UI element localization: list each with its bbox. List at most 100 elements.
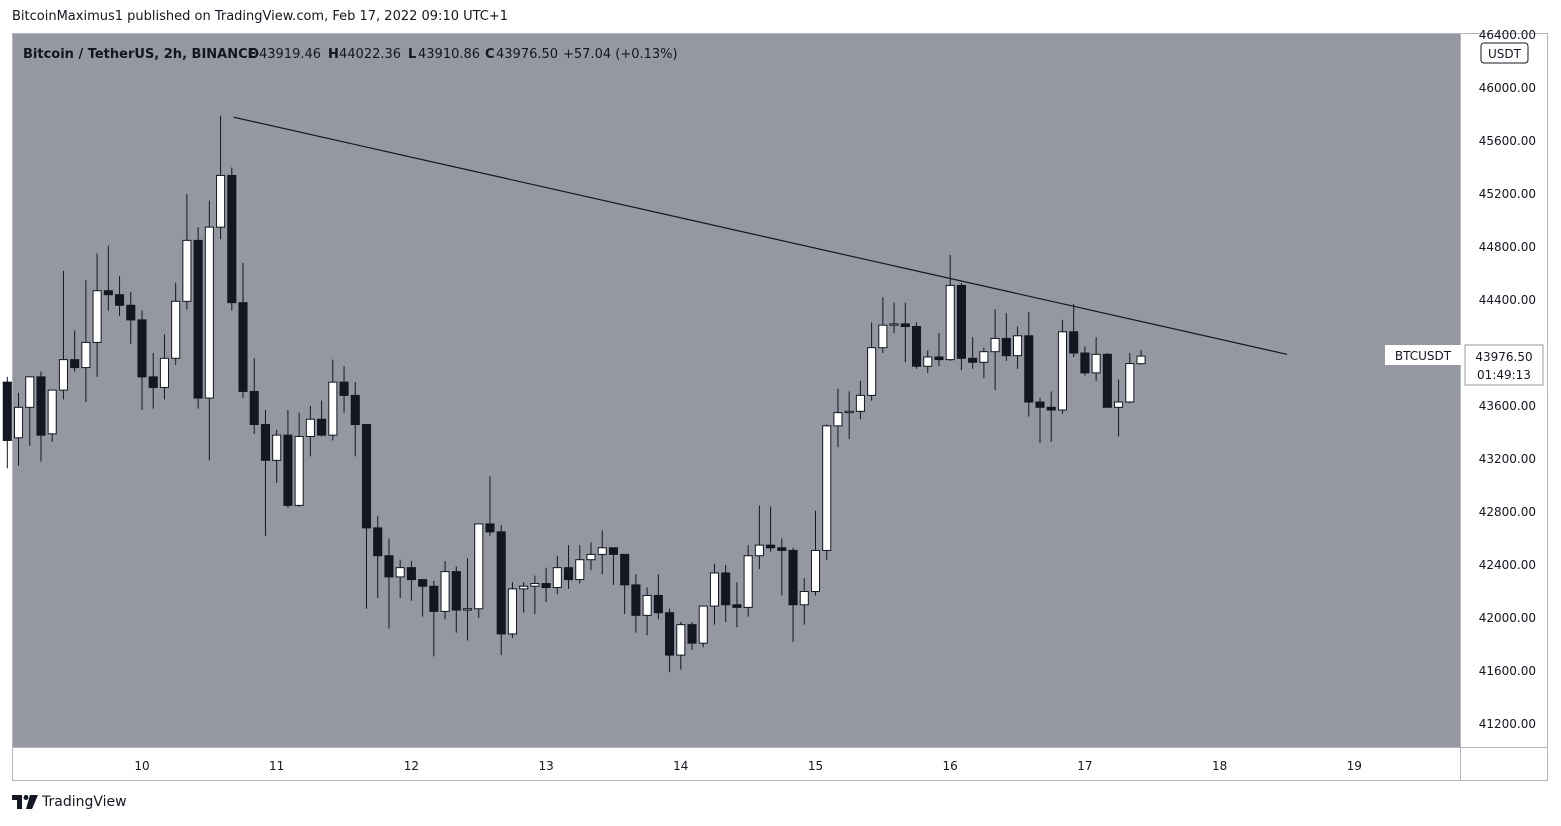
- candle: [1035, 398, 1045, 444]
- candle-body-down: [406, 567, 416, 581]
- currency-badge[interactable]: USDT: [1480, 42, 1529, 64]
- candle: [1069, 303, 1079, 357]
- price-tick-label: 46400.00: [1479, 28, 1536, 42]
- candle-body-down: [350, 394, 360, 426]
- candle-body-down: [317, 418, 327, 436]
- candle-body-up: [586, 553, 596, 561]
- candle: [1114, 379, 1124, 437]
- trendline[interactable]: [233, 116, 1288, 355]
- candle-body-up: [642, 594, 652, 616]
- candle-body-up: [530, 583, 540, 587]
- candle-body-down: [36, 376, 46, 436]
- candle-body-down: [620, 553, 630, 586]
- price-tick-label: 41200.00: [1479, 717, 1536, 731]
- plot-area: [12, 33, 1460, 747]
- time-axis-area[interactable]: [12, 747, 1548, 781]
- chart-frame: [12, 33, 1548, 781]
- currency-label: USDT: [1488, 47, 1522, 61]
- publish-header: BitcoinMaximus1 published on TradingView…: [12, 9, 509, 24]
- candle: [440, 561, 450, 620]
- candle: [923, 350, 933, 373]
- candle-body-up: [878, 324, 888, 349]
- candle-body-up: [1091, 353, 1101, 374]
- candle: [283, 409, 293, 509]
- candle: [227, 167, 237, 311]
- footer-brand[interactable]: TradingView: [12, 794, 127, 810]
- candle-body-up: [1114, 401, 1124, 408]
- candle-body-down: [564, 567, 574, 581]
- price-tick-label: 45200.00: [1479, 187, 1536, 201]
- candle: [193, 227, 203, 409]
- time-tick-label: 11: [269, 759, 284, 773]
- candle: [564, 545, 574, 589]
- price-tag-value: 43976.50: [1475, 350, 1532, 364]
- price-tag-countdown: 01:49:13: [1477, 368, 1531, 382]
- legend-close-value: 43976.50: [496, 47, 558, 62]
- candle: [575, 545, 585, 584]
- time-tick-label: 16: [943, 759, 958, 773]
- candle-body-up: [159, 357, 169, 388]
- candle: [530, 575, 540, 615]
- candle: [260, 409, 271, 536]
- candle-body-down: [451, 571, 461, 611]
- time-tick-label: 13: [538, 759, 553, 773]
- candle-body-up: [328, 381, 338, 436]
- candle-body-down: [227, 174, 237, 304]
- candle: [92, 253, 102, 377]
- candle: [788, 547, 798, 642]
- candle: [721, 565, 731, 622]
- candle-body-up: [395, 567, 405, 578]
- candle: [867, 322, 877, 401]
- candle-body-up: [923, 356, 933, 367]
- candle: [317, 400, 327, 437]
- candle-body-down: [103, 290, 113, 296]
- candle-body-down: [766, 544, 776, 549]
- price-tick-label: 42800.00: [1479, 505, 1536, 519]
- candle: [1102, 353, 1112, 408]
- price-tick-label: 42000.00: [1479, 611, 1536, 625]
- candle: [115, 276, 125, 316]
- candle-body-up: [182, 239, 192, 302]
- candle-body-up: [833, 412, 843, 427]
- candle: [777, 538, 787, 596]
- candle: [373, 515, 383, 599]
- candle-body-up: [855, 394, 865, 412]
- candle-body-down: [900, 323, 910, 328]
- candle-body-down: [148, 376, 158, 388]
- candle-body-up: [945, 284, 955, 361]
- candle-body-down: [1035, 401, 1045, 408]
- candle: [676, 621, 686, 670]
- candle-body-up: [440, 571, 450, 612]
- candle-body-up: [474, 523, 484, 610]
- candle-body-down: [1080, 352, 1090, 374]
- candle: [294, 412, 304, 507]
- candle-body-up: [519, 585, 529, 590]
- price-chart[interactable]: Bitcoin / TetherUS, 2h, BINANCE O 43919.…: [0, 0, 1561, 790]
- time-tick-label: 12: [404, 759, 419, 773]
- candle-body-up: [799, 591, 809, 606]
- candle: [900, 302, 910, 363]
- candle-body-down: [541, 583, 551, 589]
- candle: [451, 566, 461, 633]
- candle-body-down: [653, 594, 663, 614]
- price-axis-area[interactable]: [1460, 33, 1548, 747]
- time-tick-label: 18: [1212, 759, 1227, 773]
- candle-body-up: [1013, 335, 1023, 357]
- candle: [709, 563, 720, 625]
- candle: [1057, 319, 1067, 414]
- candle: [698, 605, 708, 648]
- legend-open-label: O: [248, 47, 259, 62]
- price-tag[interactable]: 43976.50 01:49:13: [1464, 344, 1544, 386]
- candle-body-up: [822, 425, 832, 551]
- candle-body-up: [171, 300, 181, 359]
- candle-body-down: [260, 424, 271, 461]
- candle: [1091, 337, 1101, 381]
- candle-body-up: [575, 559, 585, 581]
- candle-body-down: [418, 579, 428, 587]
- candle: [732, 582, 742, 628]
- candle: [1080, 346, 1090, 376]
- ticker-tag[interactable]: BTCUSDT: [1385, 345, 1461, 365]
- candle-body-down: [70, 359, 80, 369]
- legend-low-label: L: [408, 47, 416, 62]
- candle: [339, 366, 349, 413]
